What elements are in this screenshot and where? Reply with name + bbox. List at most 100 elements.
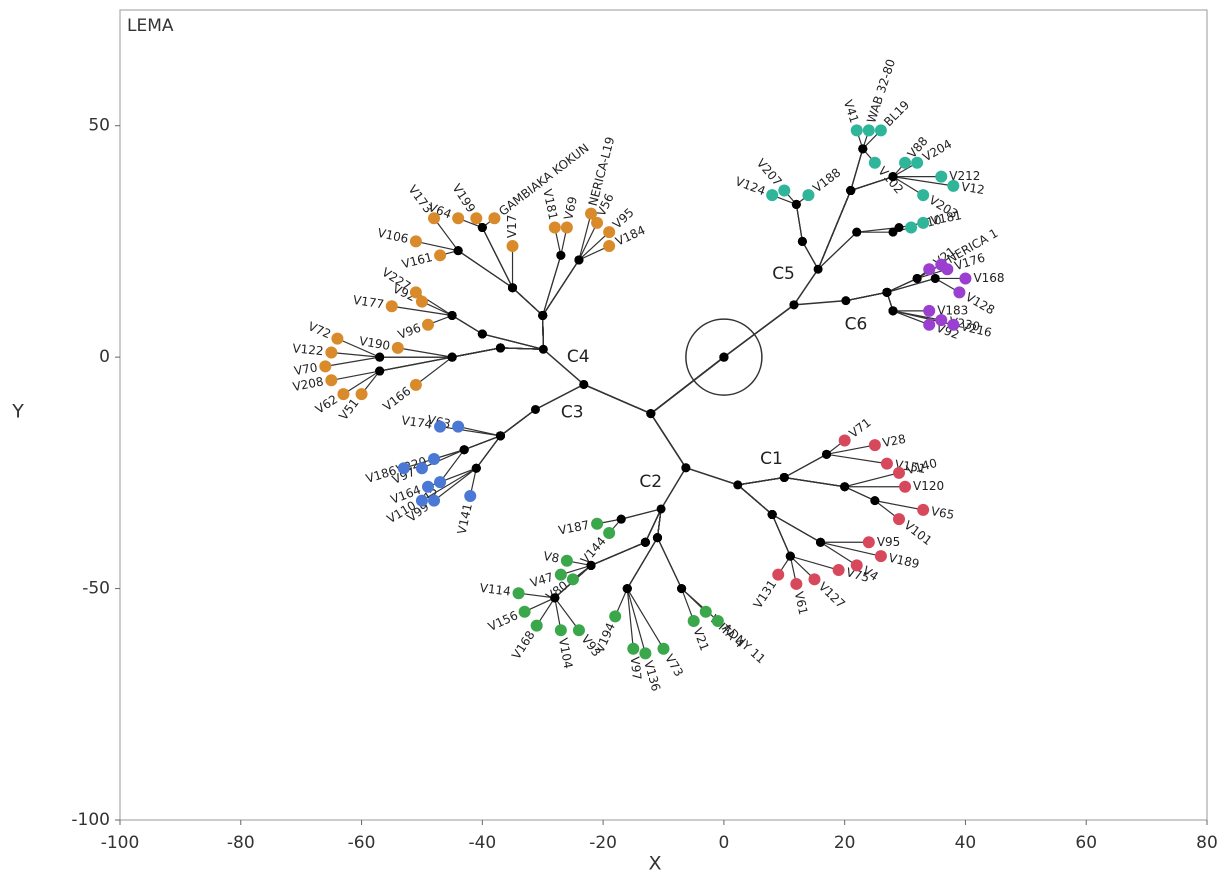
leaf-label: V181 (540, 188, 560, 221)
leaf-label: V106 (376, 226, 409, 246)
leaf-branch (439, 250, 544, 350)
leaf-branch (817, 129, 882, 270)
x-tick-label: 60 (1075, 833, 1097, 853)
leaf-label: V28 (881, 432, 907, 450)
leaf-label: V70 (293, 360, 319, 378)
leaf-point (355, 388, 368, 401)
node (574, 255, 584, 265)
leaf-point (850, 559, 863, 572)
leaf-point (603, 226, 616, 239)
leaf-point (506, 240, 519, 253)
leaf-label: V194 (593, 621, 618, 655)
leaf-point (941, 263, 954, 276)
leaf-branch (458, 408, 536, 437)
leaf-label: V166 (380, 384, 413, 414)
leaf-point (874, 124, 887, 137)
leaf-point (935, 314, 948, 327)
leaf-point (415, 494, 428, 507)
leaf-point (488, 212, 501, 225)
leaf-branch (542, 245, 610, 350)
node (785, 551, 795, 561)
x-tick-label: -40 (468, 833, 496, 853)
node (375, 352, 385, 362)
leaf-branch (511, 246, 544, 350)
leaf-label: V199 (449, 181, 478, 215)
leaf-label: V101 (901, 518, 934, 548)
leaf-point (554, 624, 567, 637)
leaf-point (935, 170, 948, 183)
leaf-point (391, 341, 404, 354)
leaf-label: V156 (486, 608, 520, 634)
leaf-branch (542, 213, 592, 350)
node (471, 463, 481, 473)
leaf-point (772, 568, 785, 581)
leaf-branch (656, 508, 719, 622)
leaf-branch (737, 484, 797, 585)
leaf-point (868, 156, 881, 169)
leaf-label: V71 (846, 415, 873, 440)
leaf-branch (415, 347, 544, 386)
leaf-point (917, 216, 930, 229)
leaf-point (862, 536, 875, 549)
node (652, 533, 662, 543)
leaf-point (953, 286, 966, 299)
hub-branch (649, 356, 739, 486)
node (375, 366, 385, 376)
leaf-point (911, 156, 924, 169)
leaf-point (917, 503, 930, 516)
node (538, 344, 548, 354)
leaf-branch (817, 147, 876, 270)
leaf-label: V75 (845, 565, 871, 585)
leaf-label: V216 (960, 319, 993, 340)
chart-title: LEMA (127, 16, 174, 36)
leaf-label: V189 (887, 551, 920, 572)
leaf-point (905, 221, 918, 234)
node (858, 144, 868, 154)
leaf-branch (542, 227, 562, 350)
leaf-label: V97 (628, 656, 644, 681)
node (852, 227, 862, 237)
node (719, 352, 729, 362)
node (538, 310, 548, 320)
leaf-label: V141 (455, 502, 475, 535)
node (495, 343, 505, 353)
leaf-point (917, 189, 930, 202)
leaf-point (530, 619, 543, 632)
node (791, 199, 801, 209)
leaf-point (434, 249, 447, 262)
node (656, 504, 666, 514)
leaf-point (699, 605, 712, 618)
leaf-point (832, 564, 845, 577)
node (870, 496, 880, 506)
leaf-point (325, 346, 338, 359)
cluster-label: C2 (639, 472, 662, 492)
leaf-label: V114 (479, 581, 512, 599)
x-tick-label: -100 (101, 833, 140, 853)
y-tick-label: -100 (71, 810, 110, 830)
leaf-label: V168 (973, 271, 1004, 285)
node (495, 431, 505, 441)
hub-branch (723, 299, 846, 358)
leaf-point (428, 494, 441, 507)
leaf-label: V181 (930, 208, 963, 228)
leaf-point (591, 216, 604, 229)
leaf-branch (469, 408, 536, 497)
leaf-point (603, 240, 616, 253)
leaf-point (452, 420, 465, 433)
leaf-point (893, 513, 906, 526)
x-axis-label: X (648, 853, 661, 875)
leaf-point (548, 221, 561, 234)
node (477, 329, 487, 339)
leaf-branch (331, 347, 544, 381)
leaf-point (554, 568, 567, 581)
node (789, 300, 799, 310)
leaf-point (687, 614, 700, 627)
leaf-point (566, 573, 579, 586)
node (586, 560, 596, 570)
leaf-point (766, 189, 779, 202)
leaf-point (850, 124, 863, 137)
node (447, 352, 457, 362)
leaf-label: V51 (336, 396, 361, 423)
leaf-point (409, 378, 422, 391)
leaf-label: V72 (306, 319, 333, 341)
